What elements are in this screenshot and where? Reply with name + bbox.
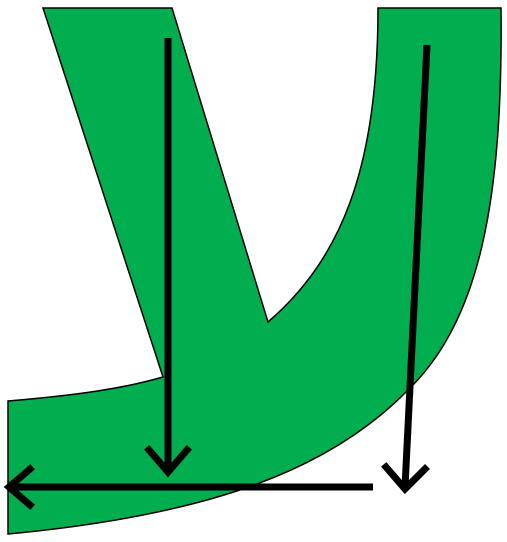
- right-vertical-arrowhead: [381, 462, 430, 495]
- green-y-shape: [7, 7, 502, 535]
- right-vertical-arrow: [381, 44, 431, 495]
- right-vertical-arrow-shaft: [401, 44, 431, 488]
- left-vertical-arrowhead: [144, 445, 192, 478]
- horizontal-arrow: [3, 464, 373, 510]
- left-vertical-arrow: [144, 38, 192, 478]
- horizontal-arrowhead: [3, 464, 35, 510]
